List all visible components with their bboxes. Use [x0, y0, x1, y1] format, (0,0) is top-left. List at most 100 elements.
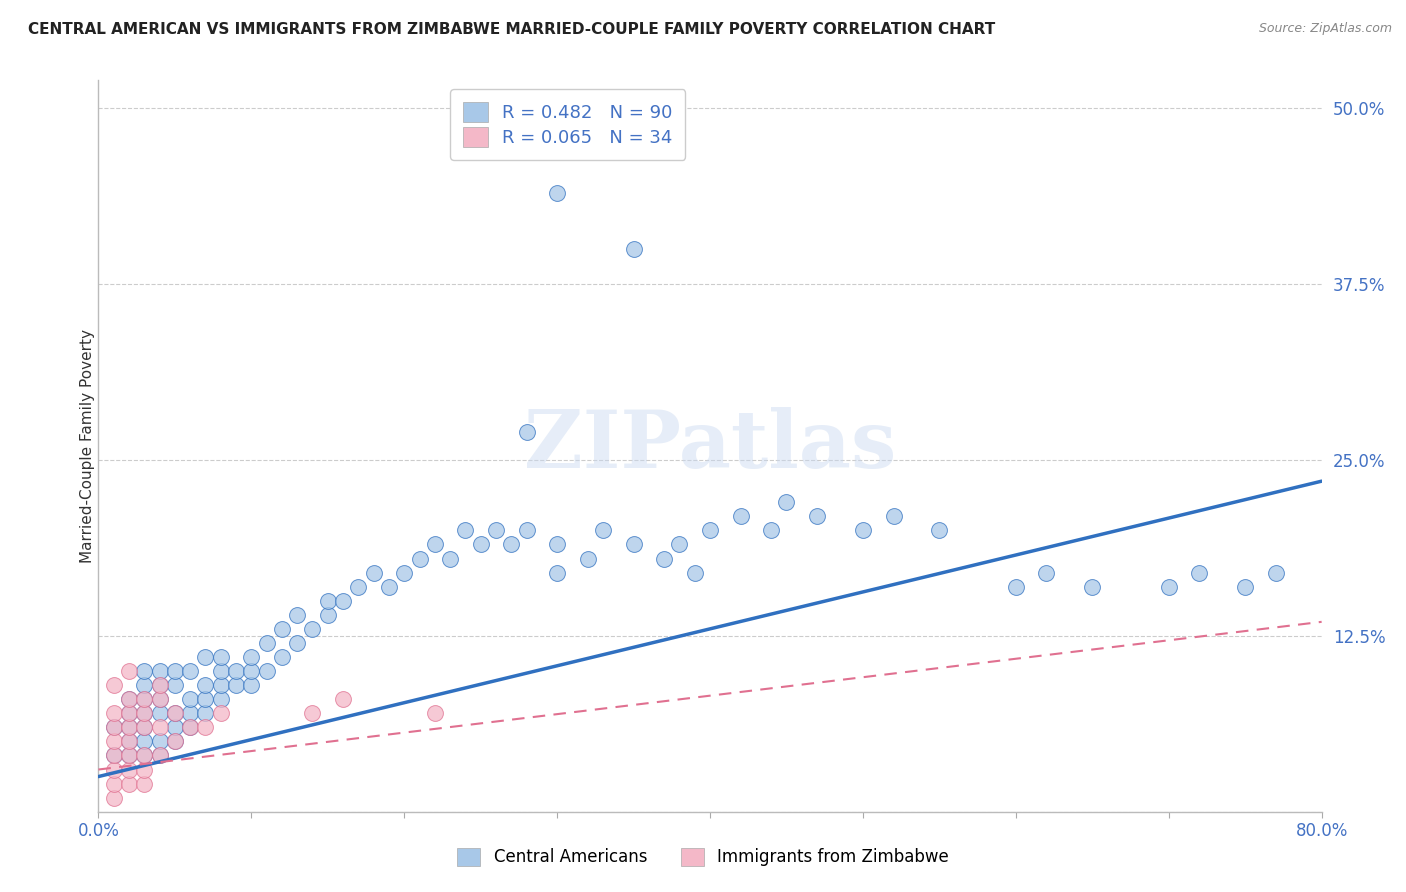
Point [423, 537, 446, 551]
Point [118, 748, 141, 763]
Point [225, 664, 247, 678]
Point [103, 720, 125, 734]
Point [118, 776, 141, 790]
Point [118, 664, 141, 678]
Point [179, 720, 201, 734]
Point [516, 425, 538, 439]
Point [209, 650, 232, 665]
Point [883, 509, 905, 524]
Point [118, 706, 141, 721]
Point [103, 720, 125, 734]
Point [118, 692, 141, 706]
Point [683, 566, 706, 580]
Point [928, 524, 950, 538]
Y-axis label: Married-Couple Family Poverty: Married-Couple Family Poverty [80, 329, 94, 563]
Point [454, 524, 477, 538]
Point [623, 537, 645, 551]
Point [332, 692, 354, 706]
Point [134, 678, 156, 692]
Point [163, 706, 186, 721]
Point [806, 509, 828, 524]
Point [209, 678, 232, 692]
Point [1081, 580, 1104, 594]
Point [668, 537, 690, 551]
Point [134, 692, 156, 706]
Text: ZIPatlas: ZIPatlas [524, 407, 896, 485]
Point [149, 692, 172, 706]
Point [194, 720, 217, 734]
Point [149, 720, 172, 734]
Point [134, 720, 156, 734]
Point [378, 580, 401, 594]
Point [163, 720, 186, 734]
Point [194, 678, 217, 692]
Point [118, 692, 141, 706]
Point [134, 734, 156, 748]
Point [516, 524, 538, 538]
Point [103, 776, 125, 790]
Point [118, 720, 141, 734]
Point [103, 734, 125, 748]
Point [439, 551, 461, 566]
Point [118, 720, 141, 734]
Point [149, 706, 172, 721]
Point [301, 622, 323, 636]
Point [103, 748, 125, 763]
Point [149, 692, 172, 706]
Point [240, 678, 263, 692]
Point [209, 706, 232, 721]
Point [699, 524, 721, 538]
Point [485, 524, 508, 538]
Point [256, 664, 278, 678]
Point [163, 664, 186, 678]
Point [103, 678, 125, 692]
Point [163, 734, 186, 748]
Point [149, 748, 172, 763]
Point [1035, 566, 1057, 580]
Point [149, 734, 172, 748]
Point [470, 537, 492, 551]
Point [134, 748, 156, 763]
Point [149, 678, 172, 692]
Point [179, 720, 201, 734]
Point [256, 636, 278, 650]
Point [270, 650, 292, 665]
Point [209, 692, 232, 706]
Point [1004, 580, 1026, 594]
Point [134, 776, 156, 790]
Point [103, 763, 125, 777]
Point [134, 720, 156, 734]
Point [149, 678, 172, 692]
Point [118, 734, 141, 748]
Point [179, 706, 201, 721]
Point [118, 734, 141, 748]
Point [285, 607, 308, 622]
Point [316, 607, 339, 622]
Point [1188, 566, 1211, 580]
Point [103, 790, 125, 805]
Legend: Central Americans, Immigrants from Zimbabwe: Central Americans, Immigrants from Zimba… [449, 839, 957, 875]
Point [546, 566, 568, 580]
Point [118, 706, 141, 721]
Point [163, 734, 186, 748]
Point [423, 706, 446, 721]
Point [546, 537, 568, 551]
Point [225, 678, 247, 692]
Point [194, 650, 217, 665]
Point [134, 706, 156, 721]
Point [103, 748, 125, 763]
Point [270, 622, 292, 636]
Point [501, 537, 523, 551]
Point [363, 566, 385, 580]
Point [163, 678, 186, 692]
Point [194, 692, 217, 706]
Point [316, 593, 339, 607]
Point [408, 551, 430, 566]
Point [103, 706, 125, 721]
Point [179, 692, 201, 706]
Point [1264, 566, 1286, 580]
Point [730, 509, 752, 524]
Point [209, 664, 232, 678]
Point [134, 692, 156, 706]
Point [163, 706, 186, 721]
